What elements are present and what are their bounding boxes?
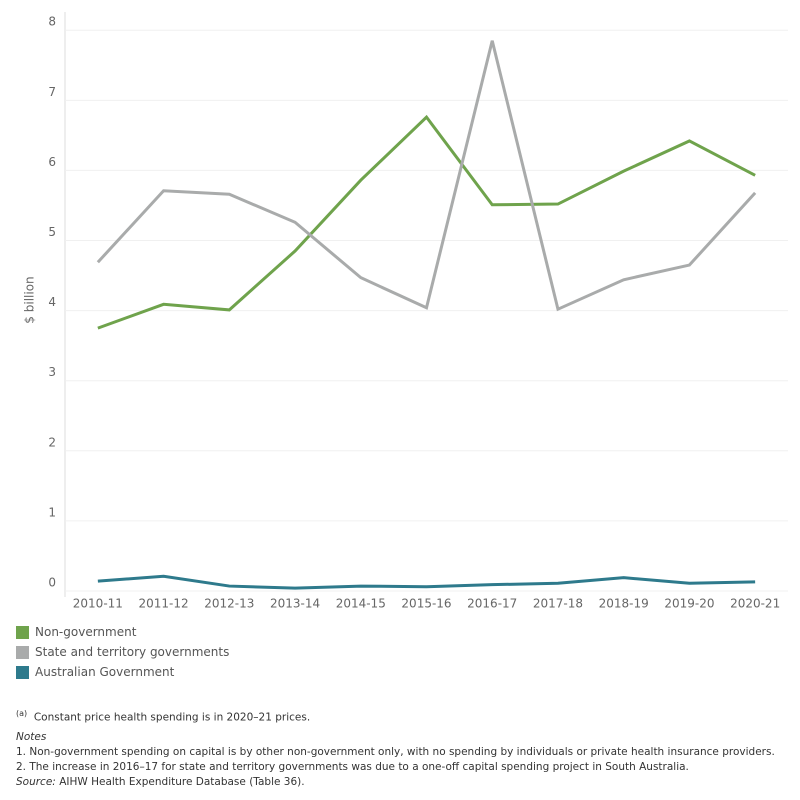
chart: $ billion 0 1 2 3 4 5 6 7 8 2010-11 2011-12 2012-13… — [23, 12, 788, 611]
legend: Non-government State and territory govern… — [16, 622, 229, 682]
x-tick-label: 2016-17 — [467, 597, 517, 611]
x-tick-label: 2010-11 — [73, 597, 123, 611]
footnote: (a) Constant price health spending is in… — [16, 706, 796, 726]
legend-label: Australian Government — [35, 665, 175, 679]
legend-label: State and territory governments — [35, 645, 230, 659]
notes: (a) Constant price health spending is in… — [16, 706, 796, 790]
note: 2. The increase in 2016–17 for state and… — [16, 760, 689, 773]
source-text: AIHW Health Expenditure Database (Table … — [59, 775, 305, 788]
x-tick-label: 2018-19 — [599, 597, 649, 611]
legend-swatch — [16, 645, 29, 659]
y-tick-label: 8 — [48, 15, 56, 29]
footnote-text: Constant price health spending is in 202… — [33, 711, 311, 724]
source-label: Source: — [16, 775, 56, 788]
y-axis-title: $ billion — [23, 276, 37, 323]
footnote-marker: (a) — [16, 709, 28, 718]
line — [97, 574, 756, 590]
x-tick-label: 2017-18 — [533, 597, 583, 611]
line — [96, 40, 757, 312]
x-tick-label: 2011-12 — [139, 597, 189, 611]
legend-swatch — [16, 625, 29, 639]
y-tick-label: 6 — [48, 155, 56, 169]
legend-item: Australian Government — [16, 662, 229, 682]
x-tick-label: 2019-20 — [664, 597, 714, 611]
line — [97, 114, 756, 330]
y-tick-label: 0 — [48, 575, 56, 589]
x-tick-label: 2012-13 — [204, 597, 254, 611]
x-tick-label: 2015-16 — [401, 597, 451, 611]
y-tick-label: 4 — [48, 295, 56, 309]
legend-label: Non-government — [35, 625, 137, 639]
y-tick-label: 1 — [48, 505, 56, 519]
y-tick-label: 7 — [48, 85, 56, 99]
legend-item: State and territory governments — [16, 642, 229, 662]
x-tick-label: 2013-14 — [270, 597, 320, 611]
notes-heading: Notes — [16, 730, 47, 743]
source: Source: AIHW Health Expenditure Database… — [16, 775, 796, 790]
legend-item: Non-government — [16, 622, 229, 642]
x-tick-label: 2020-21 — [730, 597, 780, 611]
x-tick-label: 2014-15 — [336, 597, 386, 611]
y-tick-label: 5 — [48, 225, 56, 239]
legend-swatch — [16, 665, 29, 679]
y-tick-label: 2 — [48, 435, 56, 449]
y-tick-label: 3 — [48, 365, 56, 379]
note: 1. Non-government spending on capital is… — [16, 745, 775, 758]
